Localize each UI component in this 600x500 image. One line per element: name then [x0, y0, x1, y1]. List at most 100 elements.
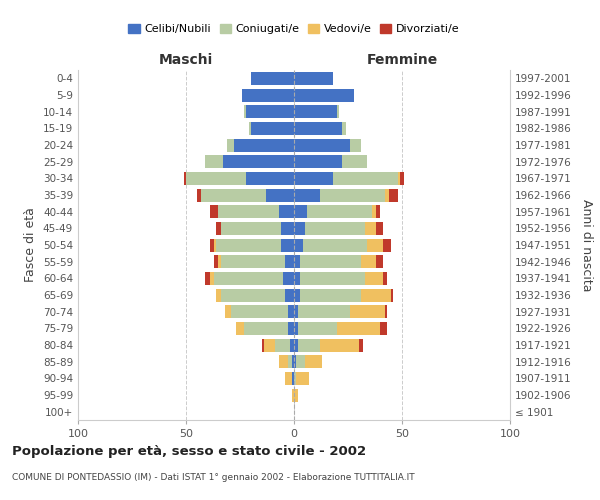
Bar	[337, 105, 340, 118]
Bar	[247, 105, 294, 118]
Bar	[298, 322, 337, 335]
Bar	[294, 372, 296, 385]
Bar	[275, 338, 290, 351]
Bar	[205, 155, 223, 168]
Bar	[398, 172, 400, 185]
Bar	[287, 305, 294, 318]
Bar	[296, 355, 305, 368]
Bar	[341, 122, 346, 135]
Bar	[218, 255, 221, 268]
Bar	[216, 288, 221, 302]
Bar	[232, 305, 287, 318]
Bar	[247, 172, 294, 185]
Bar	[333, 172, 398, 185]
Bar	[286, 288, 294, 302]
Bar	[294, 222, 305, 235]
Bar	[248, 122, 251, 135]
Bar	[262, 338, 264, 351]
Bar	[251, 72, 294, 85]
Y-axis label: Anni di nascita: Anni di nascita	[580, 198, 593, 291]
Text: COMUNE DI PONTEDASSIO (IM) - Dati ISTAT 1° gennaio 2002 - Elaborazione TUTTITALI: COMUNE DI PONTEDASSIO (IM) - Dati ISTAT …	[12, 472, 415, 482]
Bar	[294, 205, 307, 218]
Legend: Celibi/Nubili, Coniugati/e, Vedovi/e, Divorziati/e: Celibi/Nubili, Coniugati/e, Vedovi/e, Di…	[124, 20, 464, 39]
Bar	[294, 272, 301, 285]
Bar	[294, 122, 341, 135]
Bar	[320, 338, 359, 351]
Bar	[350, 305, 385, 318]
Bar	[337, 322, 380, 335]
Bar	[376, 205, 380, 218]
Bar	[294, 322, 298, 335]
Bar	[400, 172, 404, 185]
Bar	[205, 272, 210, 285]
Bar	[301, 288, 361, 302]
Bar	[292, 388, 294, 402]
Bar	[186, 172, 247, 185]
Bar	[244, 105, 247, 118]
Bar	[214, 255, 218, 268]
Bar	[294, 88, 355, 102]
Text: Femmine: Femmine	[367, 52, 437, 66]
Bar	[244, 322, 287, 335]
Bar	[227, 138, 233, 151]
Bar	[298, 305, 350, 318]
Bar	[294, 138, 350, 151]
Bar	[383, 238, 391, 252]
Bar	[294, 238, 302, 252]
Bar	[365, 222, 376, 235]
Bar	[287, 355, 292, 368]
Bar	[350, 138, 361, 151]
Bar	[210, 205, 218, 218]
Bar	[294, 288, 301, 302]
Y-axis label: Fasce di età: Fasce di età	[25, 208, 37, 282]
Bar	[367, 238, 383, 252]
Bar	[391, 288, 394, 302]
Bar	[225, 305, 232, 318]
Bar	[302, 238, 367, 252]
Bar	[201, 188, 266, 202]
Bar	[236, 322, 244, 335]
Bar	[294, 105, 337, 118]
Bar	[264, 338, 275, 351]
Bar	[251, 122, 294, 135]
Bar	[298, 338, 320, 351]
Bar	[376, 222, 383, 235]
Bar	[290, 338, 294, 351]
Bar	[218, 205, 279, 218]
Bar	[294, 155, 341, 168]
Bar	[294, 355, 296, 368]
Bar	[294, 305, 298, 318]
Bar	[320, 188, 385, 202]
Bar	[210, 272, 214, 285]
Bar	[216, 222, 221, 235]
Bar	[223, 155, 294, 168]
Bar	[221, 288, 286, 302]
Bar	[214, 272, 283, 285]
Bar	[301, 272, 365, 285]
Bar	[242, 88, 294, 102]
Bar	[385, 188, 389, 202]
Bar	[221, 255, 286, 268]
Text: Popolazione per età, sesso e stato civile - 2002: Popolazione per età, sesso e stato civil…	[12, 445, 366, 458]
Bar	[281, 222, 294, 235]
Bar	[341, 155, 367, 168]
Bar	[292, 372, 294, 385]
Bar	[305, 355, 322, 368]
Bar	[292, 355, 294, 368]
Bar	[214, 238, 216, 252]
Bar	[359, 338, 363, 351]
Bar	[294, 255, 301, 268]
Bar	[383, 272, 387, 285]
Bar	[287, 322, 294, 335]
Bar	[296, 372, 309, 385]
Bar	[184, 172, 186, 185]
Bar	[385, 305, 387, 318]
Bar	[307, 205, 372, 218]
Bar	[294, 172, 333, 185]
Bar	[389, 188, 398, 202]
Bar	[210, 238, 214, 252]
Bar	[376, 255, 383, 268]
Bar	[365, 272, 383, 285]
Bar	[294, 388, 298, 402]
Bar	[361, 288, 391, 302]
